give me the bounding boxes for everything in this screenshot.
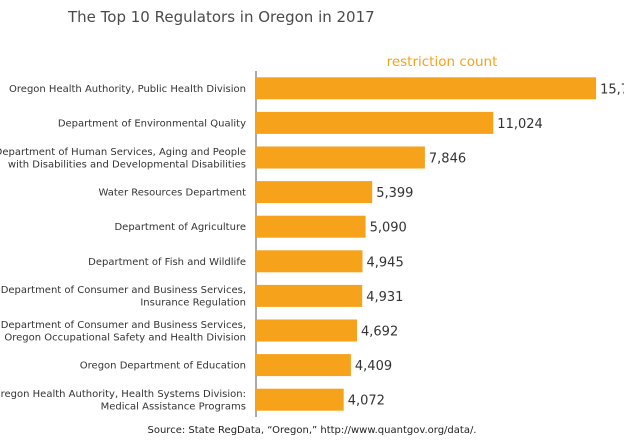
value-label-9: 4,409 (355, 359, 392, 374)
bar-2 (256, 111, 494, 134)
series-label: restriction count (387, 54, 498, 70)
bar-7 (256, 284, 363, 307)
value-label-5: 5,090 (370, 221, 407, 236)
value-label-3: 7,846 (429, 152, 466, 167)
category-label-9: Oregon Department of Education (80, 361, 246, 372)
category-label-3: Department of Human Services, Aging and … (0, 147, 246, 171)
source-note: Source: State RegData, “Oregon,” http://… (148, 425, 477, 436)
bar-3 (256, 146, 425, 169)
value-label-6: 4,945 (367, 255, 404, 270)
value-label-10: 4,072 (348, 394, 385, 409)
category-label-8: Department of Consumer and Business Serv… (1, 320, 246, 344)
category-label-1: Oregon Health Authority, Public Health D… (9, 84, 246, 95)
value-labels-group: 15,797 11,024 7,846 5,399 5,090 4,945 4,931 4,6… (348, 82, 624, 408)
bar-6 (256, 250, 363, 273)
value-label-2: 11,024 (497, 117, 543, 132)
category-label-6: Department of Fish and Wildlife (88, 257, 246, 268)
bar-5 (256, 215, 366, 238)
category-label-5: Department of Agriculture (114, 222, 246, 233)
bar-9 (256, 354, 351, 377)
category-label-4: Water Resources Department (99, 188, 247, 199)
category-label-2: Department of Environmental Quality (58, 118, 246, 129)
value-label-8: 4,692 (361, 325, 398, 340)
category-label-7: Department of Consumer and Business Serv… (1, 285, 246, 309)
value-label-4: 5,399 (376, 186, 413, 201)
bars-group (256, 77, 597, 411)
bar-8 (256, 319, 357, 342)
bar-10 (256, 388, 344, 411)
value-label-1: 15,797 (600, 82, 624, 97)
value-label-7: 4,931 (366, 290, 403, 305)
category-label-10: Oregon Health Authority, Health Systems … (0, 389, 246, 413)
bar-1 (256, 77, 597, 100)
category-labels-group: Oregon Health Authority, Public Health D… (0, 84, 246, 413)
chart-title: The Top 10 Regulators in Oregon in 2017 (67, 8, 375, 26)
bar-4 (256, 181, 373, 204)
